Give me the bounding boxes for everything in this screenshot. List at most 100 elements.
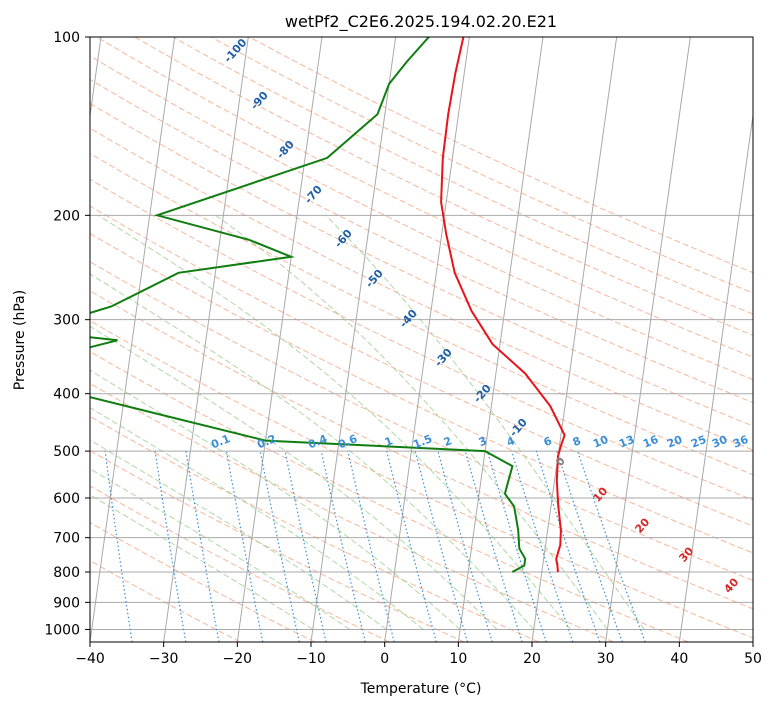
isotherm-value-label: 30 [676, 544, 696, 564]
isotherm [236, 37, 323, 642]
dry-adiabat [90, 485, 390, 642]
dry-adiabat [90, 55, 753, 381]
dry-adiabat [90, 290, 753, 610]
mixing-ratio-label: 2 [442, 434, 454, 449]
mixing-ratio-line [464, 450, 523, 642]
mixing-ratio-line [511, 450, 574, 642]
dry-adiabat [90, 152, 753, 476]
y-tick-label: 500 [53, 444, 80, 460]
moist-adiabat [90, 273, 535, 630]
plot-frame [89, 36, 754, 643]
mixing-ratio-line [347, 450, 395, 642]
dry-adiabat [90, 382, 614, 642]
isotherm-value-label: 10 [590, 484, 610, 504]
mixing-ratio-line [486, 450, 547, 642]
dry-adiabat [90, 351, 689, 642]
isotherm [90, 37, 176, 642]
dry-adiabat [90, 415, 540, 642]
mixing-ratio-line [414, 450, 469, 642]
y-tick-label: 600 [53, 491, 80, 507]
y-tick-label: 1000 [44, 622, 80, 638]
mixing-ratio-line [185, 451, 220, 642]
moist-adiabat-label: -50 [363, 267, 386, 291]
dry-adiabat [90, 78, 753, 404]
isotherm [90, 37, 102, 120]
x-tick-label: 10 [449, 651, 467, 667]
moist-adiabat-label: -70 [302, 183, 325, 207]
dewpoint-series-line [90, 37, 527, 573]
y-tick-label: 300 [53, 313, 80, 329]
dry-adiabat [90, 261, 753, 582]
dry-adiabat [134, 37, 753, 336]
mixing-ratio-line [535, 450, 601, 642]
mixing-ratio-line [154, 451, 187, 642]
chart-title: wetPf2_C2E6.2025.194.02.20.E21 [285, 12, 557, 32]
x-axis-title: Temperature (°C) [360, 681, 482, 697]
x-tick-label: 20 [523, 651, 541, 667]
isotherm [310, 37, 397, 642]
mixing-ratio-line [259, 450, 300, 642]
y-tick-label: 200 [53, 208, 80, 224]
axes: −40 −30 −20 −10 0 10 20 30 40 5010020030040050060… [44, 30, 762, 667]
isotherm [384, 37, 470, 642]
dry-adiabat [248, 37, 753, 274]
dry-adiabat [90, 232, 753, 554]
moist-adiabat [325, 214, 645, 630]
y-tick-label: 100 [53, 30, 80, 46]
mixing-ratio-label: 25 [689, 433, 708, 451]
y-axis-title: Pressure (hPa) [12, 290, 28, 390]
isotherm-value-label: 20 [632, 515, 652, 535]
x-tick-label: 30 [597, 651, 615, 667]
mixing-ratio-line [225, 450, 264, 642]
profile-lines [90, 37, 566, 573]
mixing-ratio-label: 0.2 [255, 432, 278, 451]
mixing-ratio-line [437, 450, 493, 642]
mixing-ratio-line [556, 450, 623, 642]
dry-adiabat [90, 450, 465, 642]
isotherm [531, 37, 618, 642]
moist-adiabat-label: -20 [471, 382, 494, 406]
mixing-ratio-line [386, 450, 437, 642]
isotherm-value-label: 40 [721, 575, 741, 595]
mixing-ratio-label: 20 [665, 433, 684, 451]
moist-adiabat [215, 214, 608, 630]
mixing-ratio-label: 0.1 [209, 432, 232, 451]
dry-adiabat [90, 205, 753, 527]
temperature-series-line [440, 37, 566, 573]
y-tick-label: 700 [53, 531, 80, 547]
moist-adiabat-label: -30 [432, 346, 455, 370]
mixing-ratio-label: 1 [383, 434, 395, 449]
isotherm [457, 37, 544, 642]
mixing-ratio-label: 10 [591, 433, 610, 451]
moist-adiabat [90, 494, 314, 630]
moist-adiabat [90, 325, 498, 630]
moist-adiabat-label: -60 [332, 227, 355, 251]
isotherm [163, 37, 249, 642]
x-tick-label: 50 [744, 651, 762, 667]
moist-adiabat-label: -90 [248, 89, 271, 113]
mixing-ratio-label: 13 [617, 433, 636, 451]
isotherm-value-label: 0 [553, 454, 568, 469]
moist-adiabat-label: -80 [274, 138, 297, 162]
x-tick-label: −10 [296, 651, 326, 667]
y-tick-label: 900 [53, 595, 80, 611]
mixing-ratio-label: 8 [571, 434, 583, 449]
mixing-ratio-line [320, 450, 366, 642]
x-tick-label: −30 [149, 651, 179, 667]
isotherm [752, 638, 753, 642]
mixing-ratio-label: 16 [641, 433, 660, 451]
mixing-ratio-line [577, 450, 646, 642]
dry-adiabat [90, 127, 753, 451]
x-tick-label: −20 [223, 651, 253, 667]
dry-adiabat [90, 560, 241, 642]
isotherm [678, 111, 753, 642]
mixing-ratio-label: 36 [731, 433, 750, 451]
isotherm [605, 37, 691, 642]
mixing-ratio-label: 3 [477, 434, 489, 449]
mixing-ratio-label: 0.4 [306, 432, 329, 451]
dry-adiabat [90, 102, 753, 427]
mixing-ratio-line [284, 450, 327, 642]
mixing-ratio-line [104, 451, 133, 642]
